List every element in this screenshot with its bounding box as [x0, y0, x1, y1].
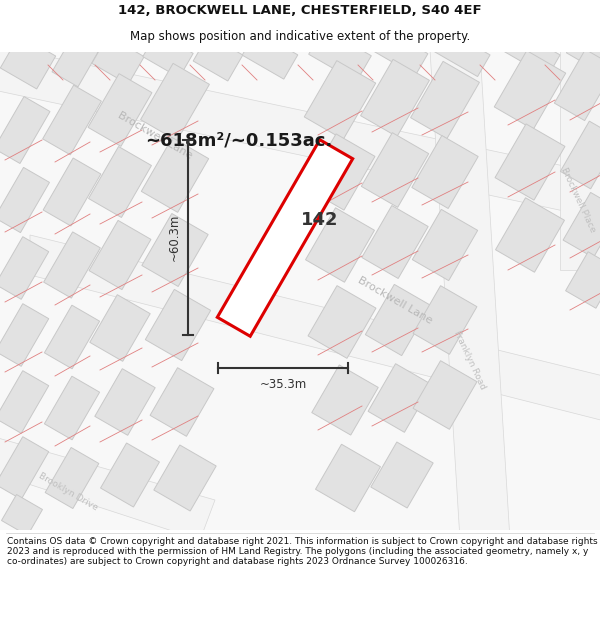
Polygon shape [0, 168, 49, 232]
Polygon shape [0, 96, 50, 164]
Polygon shape [0, 40, 600, 225]
Polygon shape [30, 235, 600, 430]
Polygon shape [312, 365, 378, 435]
Polygon shape [430, 28, 490, 77]
Polygon shape [193, 35, 243, 81]
Polygon shape [362, 206, 428, 279]
Polygon shape [305, 208, 374, 282]
Polygon shape [88, 74, 152, 146]
Polygon shape [150, 368, 214, 436]
Polygon shape [43, 85, 101, 155]
Text: ~60.3m: ~60.3m [167, 214, 181, 261]
Text: Contains OS data © Crown copyright and database right 2021. This information is : Contains OS data © Crown copyright and d… [7, 537, 598, 566]
Text: 142: 142 [301, 211, 339, 229]
Polygon shape [101, 443, 160, 507]
Polygon shape [563, 192, 600, 258]
Polygon shape [305, 134, 375, 210]
Polygon shape [0, 371, 49, 433]
Polygon shape [430, 50, 510, 540]
Polygon shape [242, 31, 298, 79]
Text: Brooklyn Drive: Brooklyn Drive [37, 471, 99, 512]
Polygon shape [496, 198, 565, 272]
Polygon shape [500, 28, 560, 77]
Text: Map shows position and indicative extent of the property.: Map shows position and indicative extent… [130, 30, 470, 43]
Polygon shape [304, 61, 376, 139]
Polygon shape [145, 289, 211, 361]
Polygon shape [494, 51, 566, 129]
Polygon shape [412, 136, 478, 209]
Polygon shape [92, 36, 144, 84]
Text: Franklyn Road: Franklyn Road [452, 329, 488, 391]
Polygon shape [566, 252, 600, 308]
Polygon shape [2, 494, 43, 536]
Polygon shape [361, 132, 428, 208]
Polygon shape [413, 286, 477, 354]
Polygon shape [89, 221, 151, 289]
Polygon shape [316, 444, 380, 512]
Polygon shape [371, 442, 433, 508]
Polygon shape [52, 37, 98, 87]
Polygon shape [554, 49, 600, 121]
Polygon shape [368, 364, 432, 432]
Polygon shape [217, 140, 353, 336]
Polygon shape [45, 448, 99, 509]
Polygon shape [0, 430, 215, 540]
Polygon shape [143, 32, 193, 78]
Polygon shape [372, 29, 428, 76]
Text: Brockwell Lane: Brockwell Lane [356, 274, 434, 326]
Polygon shape [95, 369, 155, 436]
Text: Brockwell Lane: Brockwell Lane [116, 109, 194, 161]
Text: ~35.3m: ~35.3m [259, 378, 307, 391]
Polygon shape [0, 237, 49, 299]
Polygon shape [365, 284, 431, 356]
Text: ~618m²/~0.153ac.: ~618m²/~0.153ac. [145, 131, 332, 149]
Polygon shape [413, 361, 477, 429]
Polygon shape [0, 304, 49, 366]
Polygon shape [412, 209, 478, 281]
Polygon shape [142, 214, 208, 286]
Polygon shape [0, 52, 600, 530]
Polygon shape [361, 59, 430, 137]
Polygon shape [1, 35, 56, 89]
Polygon shape [566, 31, 600, 73]
Polygon shape [495, 124, 565, 200]
Polygon shape [0, 437, 49, 499]
Polygon shape [560, 121, 600, 189]
Polygon shape [154, 445, 216, 511]
Text: 142, BROCKWELL LANE, CHESTERFIELD, S40 4EF: 142, BROCKWELL LANE, CHESTERFIELD, S40 4… [118, 4, 482, 17]
Text: Brockwell Place: Brockwell Place [559, 166, 597, 234]
Polygon shape [44, 376, 100, 440]
Polygon shape [44, 305, 100, 369]
Polygon shape [308, 28, 371, 82]
Polygon shape [89, 146, 151, 217]
Polygon shape [308, 286, 376, 358]
Polygon shape [142, 138, 209, 212]
Polygon shape [140, 63, 209, 141]
Polygon shape [560, 50, 600, 270]
Polygon shape [410, 61, 479, 139]
Polygon shape [43, 158, 101, 226]
Polygon shape [44, 232, 100, 298]
Polygon shape [90, 294, 150, 361]
